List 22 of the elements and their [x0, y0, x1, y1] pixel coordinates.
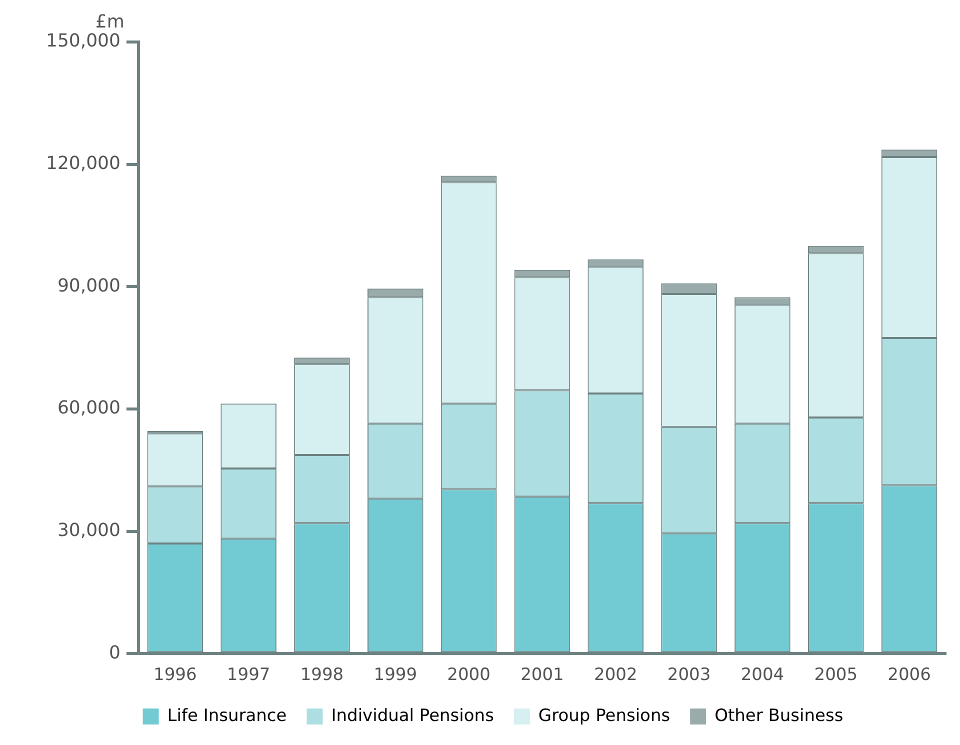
- x-tick-label: 2003: [667, 665, 711, 686]
- x-tick-label: 2001: [520, 665, 564, 686]
- x-tick-label: 2006: [888, 665, 931, 686]
- legend-label: Individual Pensions: [331, 706, 494, 726]
- y-axis-title: £m: [95, 12, 124, 33]
- x-tick-label: 2000: [447, 665, 490, 686]
- legend-label: Group Pensions: [538, 706, 670, 726]
- y-tick-label: 0: [108, 642, 120, 664]
- y-tick-label: 90,000: [57, 275, 120, 296]
- legend-label: Other Business: [714, 706, 844, 726]
- y-tick-label: 60,000: [57, 398, 120, 419]
- y-tick-label: 30,000: [57, 520, 120, 541]
- x-tick-label: 1997: [226, 665, 270, 686]
- x-tick-label: 1996: [154, 665, 197, 686]
- x-tick-label: 1998: [300, 665, 344, 686]
- x-tick-label: 2004: [740, 665, 784, 686]
- y-tick-label: 150,000: [46, 30, 120, 52]
- x-tick-label: 2002: [594, 665, 638, 686]
- x-tick-label: 1999: [374, 665, 418, 686]
- legend-label: Life Insurance: [167, 706, 287, 726]
- y-tick-label: 120,000: [46, 152, 120, 174]
- x-tick-label: 2005: [814, 665, 858, 686]
